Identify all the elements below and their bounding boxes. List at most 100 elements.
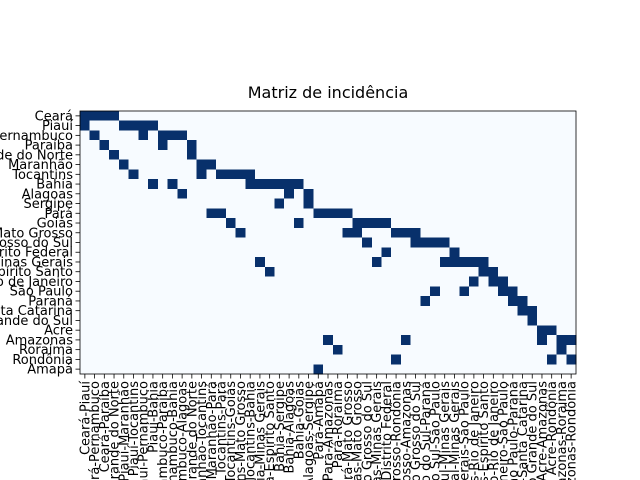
cell bbox=[216, 344, 227, 355]
cell bbox=[128, 354, 139, 365]
cell bbox=[313, 305, 324, 316]
cell bbox=[556, 325, 567, 336]
cell bbox=[284, 149, 295, 161]
cell bbox=[206, 325, 217, 336]
cell bbox=[255, 257, 266, 268]
cell bbox=[138, 159, 149, 170]
cell bbox=[527, 140, 538, 151]
cell bbox=[459, 247, 470, 258]
cell bbox=[323, 335, 334, 346]
cell bbox=[80, 179, 91, 190]
cell bbox=[313, 149, 324, 161]
cell bbox=[391, 149, 402, 161]
cell bbox=[537, 247, 548, 258]
y-tick-label: Alagoas bbox=[22, 187, 74, 202]
cell bbox=[449, 364, 460, 375]
cell bbox=[517, 344, 528, 355]
cell bbox=[99, 130, 110, 141]
cell bbox=[498, 276, 509, 287]
cell bbox=[157, 257, 168, 268]
cell bbox=[274, 266, 285, 277]
cell bbox=[381, 344, 392, 355]
cell bbox=[488, 149, 499, 161]
x-tick-label: Bahia-Minas Gerais bbox=[253, 381, 268, 480]
cell bbox=[400, 276, 411, 287]
cell bbox=[566, 120, 577, 131]
cell bbox=[439, 335, 450, 346]
cell bbox=[157, 354, 168, 365]
cell bbox=[459, 276, 470, 287]
cell bbox=[99, 344, 110, 355]
cell bbox=[284, 159, 295, 170]
cell bbox=[469, 169, 480, 180]
cell bbox=[235, 111, 246, 122]
cell bbox=[206, 218, 217, 229]
cell bbox=[235, 130, 246, 141]
cell bbox=[420, 130, 431, 141]
cell bbox=[430, 364, 441, 375]
cell bbox=[410, 188, 421, 199]
cell bbox=[459, 296, 470, 307]
cell bbox=[459, 140, 470, 151]
cell bbox=[439, 344, 450, 355]
cell bbox=[99, 305, 110, 316]
cell bbox=[566, 335, 577, 346]
cell bbox=[556, 296, 567, 307]
cell bbox=[410, 120, 421, 131]
cell bbox=[439, 208, 450, 219]
cell bbox=[255, 335, 266, 346]
cell bbox=[109, 266, 120, 277]
cell bbox=[420, 218, 431, 229]
cell bbox=[216, 276, 227, 287]
cell bbox=[235, 198, 246, 209]
cell bbox=[498, 344, 509, 355]
cell bbox=[556, 149, 567, 161]
cell bbox=[148, 159, 159, 170]
cell bbox=[488, 266, 499, 277]
cell bbox=[352, 276, 363, 287]
cell bbox=[109, 237, 120, 248]
cell bbox=[381, 198, 392, 209]
cell bbox=[420, 188, 431, 199]
cell bbox=[371, 140, 382, 151]
cell bbox=[225, 169, 236, 180]
cell bbox=[459, 149, 470, 161]
cell bbox=[118, 315, 129, 326]
cell bbox=[362, 140, 373, 151]
cell bbox=[177, 296, 188, 307]
cell bbox=[566, 169, 577, 180]
cell bbox=[430, 247, 441, 258]
cell bbox=[148, 335, 159, 346]
cell bbox=[186, 218, 198, 229]
x-tick-label: Tocantins-Goiás bbox=[224, 381, 239, 480]
cell bbox=[264, 335, 275, 346]
cell bbox=[566, 354, 577, 365]
cell bbox=[109, 218, 120, 229]
cell bbox=[332, 237, 343, 248]
cell bbox=[332, 130, 343, 141]
x-tick-label: Minas Gerais-Espírito Santo bbox=[477, 381, 492, 480]
cell bbox=[478, 218, 489, 229]
cell bbox=[255, 188, 266, 199]
cell bbox=[352, 120, 363, 131]
cell bbox=[352, 364, 363, 375]
cell bbox=[439, 247, 450, 258]
cell bbox=[362, 159, 373, 170]
cell bbox=[293, 296, 304, 307]
cell bbox=[469, 188, 480, 199]
cell bbox=[206, 364, 217, 375]
cell bbox=[342, 111, 353, 122]
cell bbox=[498, 237, 509, 248]
cell bbox=[225, 179, 236, 190]
cell bbox=[430, 276, 441, 287]
cell bbox=[478, 266, 489, 277]
cell bbox=[410, 179, 421, 190]
cell bbox=[216, 130, 227, 141]
cell bbox=[410, 344, 421, 355]
cell bbox=[157, 315, 168, 326]
cell bbox=[488, 130, 499, 141]
cell bbox=[255, 315, 266, 326]
cell bbox=[245, 237, 256, 248]
cell bbox=[362, 257, 373, 268]
cell bbox=[245, 130, 256, 141]
